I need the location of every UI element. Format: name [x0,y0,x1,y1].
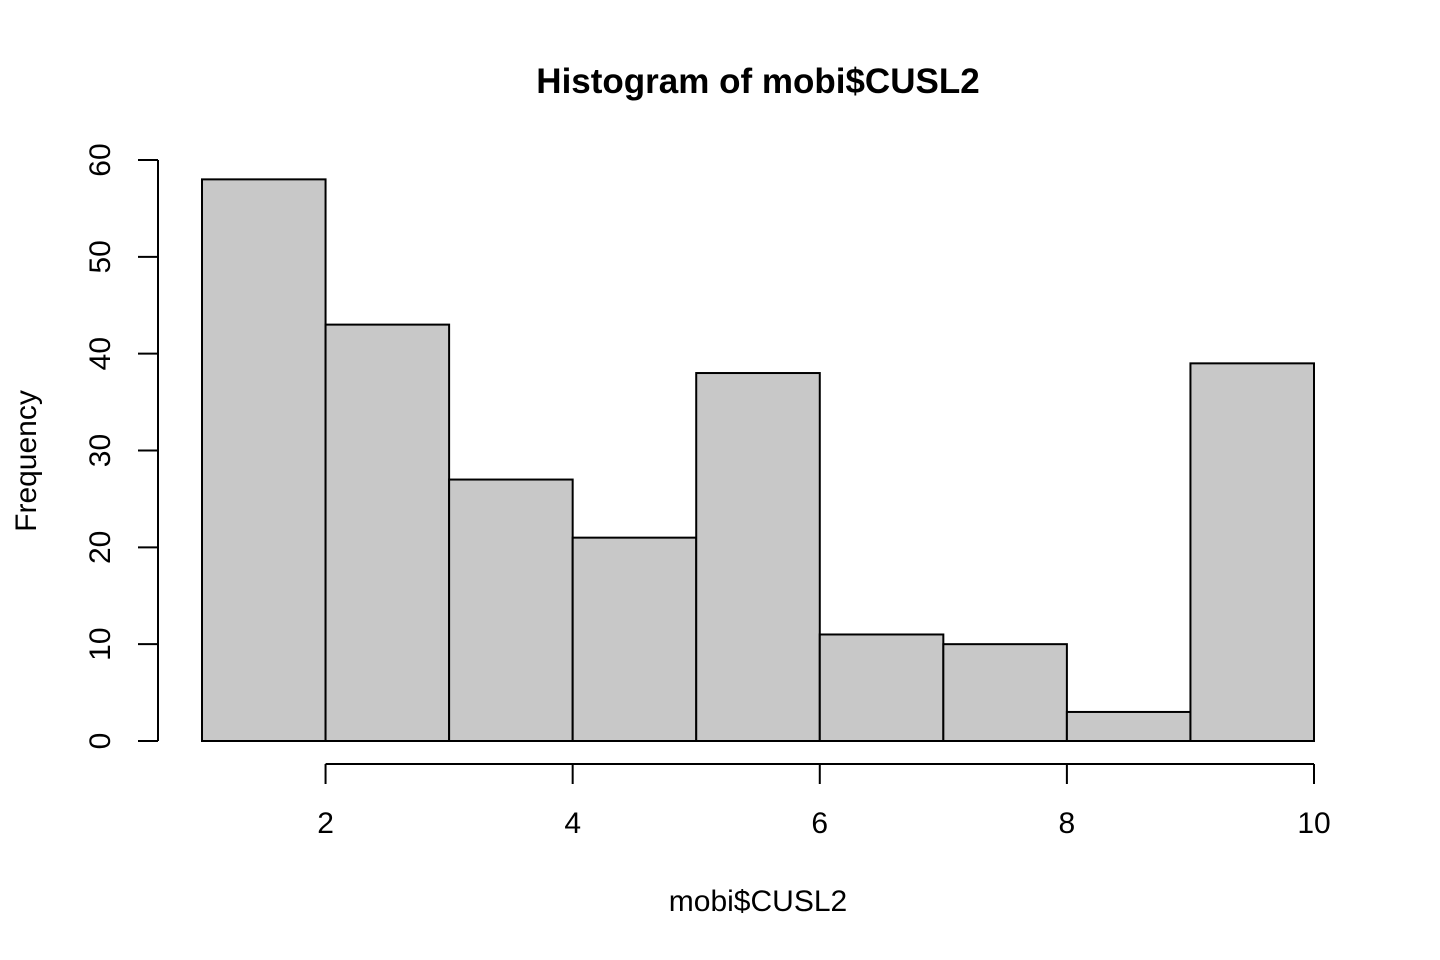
x-tick-label: 2 [317,807,334,840]
x-axis-label: mobi$CUSL2 [669,885,847,918]
x-axis: 2 4 6 8 10 [317,763,1331,840]
histogram-bar-5 [818,633,945,743]
y-tick-label: 10 [84,627,117,660]
y-tick-label: 60 [84,143,117,176]
x-tick-label: 6 [811,807,828,840]
histogram-bar-8 [1189,362,1316,742]
y-axis-label: Frequency [10,390,43,532]
y-tick-label: 20 [84,531,117,564]
histogram-bar-7 [1065,710,1192,743]
x-tick-label: 4 [564,807,581,840]
histogram-bar-3 [571,536,698,743]
histogram-bar-0 [201,178,327,743]
histogram-bar-2 [448,478,574,742]
histogram-bar-4 [695,372,821,742]
y-axis: 0 10 20 30 40 50 60 [84,143,159,750]
y-tick-label: 0 [84,733,117,750]
histogram-bar-6 [942,643,1068,743]
y-tick-label: 30 [84,434,117,467]
x-tick-label: 8 [1059,807,1076,840]
histogram-bar-1 [324,323,451,742]
chart-title: Histogram of mobi$CUSL2 [536,62,979,101]
bars-group [201,178,1316,743]
y-tick-label: 40 [84,337,117,370]
y-tick-label: 50 [84,240,117,273]
x-tick-label: 10 [1297,807,1330,840]
